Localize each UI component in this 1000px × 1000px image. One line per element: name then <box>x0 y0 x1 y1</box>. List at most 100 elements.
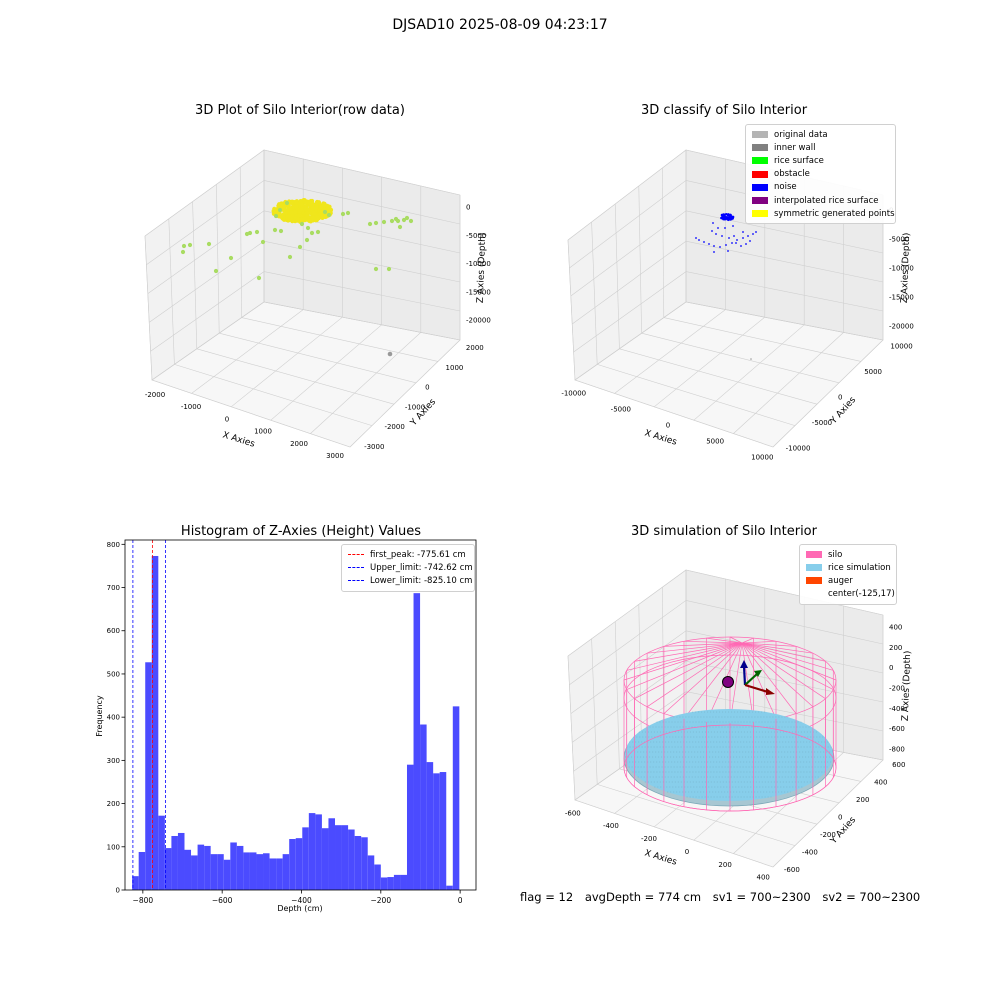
histogram-bar <box>204 845 211 890</box>
data-point <box>713 245 715 247</box>
legend-label: rice surface <box>774 155 824 166</box>
x-tick-label: −800 <box>133 896 154 905</box>
z-tick-label: -20000 <box>889 323 914 331</box>
histogram-bar <box>335 825 342 890</box>
data-point <box>381 219 387 225</box>
histogram-bar <box>413 593 421 890</box>
data-point <box>386 266 392 272</box>
data-point <box>278 228 284 234</box>
x-tick-label: −600 <box>212 896 233 905</box>
data-point <box>284 200 290 206</box>
y-tick-label: 200 <box>107 800 120 808</box>
histogram-bar <box>243 852 250 890</box>
footer-flag: flag = 12 <box>520 890 574 904</box>
histogram-bar <box>420 724 427 890</box>
legend-label: center(-125,17) <box>828 589 895 600</box>
classify-3d-plot: -10000 -5000 0 5000 10000 10000 5000 0 -5000 -10… <box>561 149 914 461</box>
x-tick-label: -600 <box>565 809 581 817</box>
data-point <box>712 222 714 224</box>
y-tick-label: 500 <box>107 670 120 678</box>
legend-label: inner wall <box>774 142 816 153</box>
silo-roof-line <box>646 642 743 708</box>
data-point <box>322 209 328 215</box>
legend-label: obstacle <box>774 169 810 180</box>
silo-roof-line <box>741 642 837 681</box>
data-point <box>397 224 403 230</box>
legend-entry: noise <box>752 181 889 194</box>
legend-entry: Upper_limit: -742.62 cm <box>348 561 473 574</box>
legend-entry: silo <box>806 548 890 561</box>
x-tick-label: -10000 <box>561 390 586 398</box>
y-tick-label: -200 <box>820 831 836 839</box>
silo-roof-line <box>741 642 834 671</box>
data-point <box>311 215 316 220</box>
x-tick-label: 400 <box>757 874 770 882</box>
histogram-bar <box>315 814 322 890</box>
data-point <box>282 203 287 208</box>
legend-label: noise <box>774 182 797 193</box>
raw-xlabel: X Axies <box>221 430 256 449</box>
data-point <box>742 231 744 233</box>
simulation-zlabel: Z Axies (Depth) <box>901 651 913 722</box>
histogram-chart: −800 −600 −400 −200 0 0 100 200 300 400 500 600 700… <box>95 539 477 913</box>
legend-label: Upper_limit: -742.62 cm <box>370 562 473 573</box>
legend-label: symmetric generated points <box>774 208 895 219</box>
legend-swatch <box>806 591 822 598</box>
legend-label: first_peak: -775.61 cm <box>370 549 466 560</box>
simulation-xlabel: X Axies <box>643 848 678 867</box>
y-tick-label: 0 <box>838 814 842 822</box>
y-tick-label: 400 <box>874 778 887 786</box>
silo-roof-line <box>741 642 777 719</box>
data-point <box>299 202 304 207</box>
data-point <box>404 215 410 221</box>
data-point <box>297 213 302 218</box>
auger-marker <box>722 660 775 695</box>
y-tick-label: -400 <box>802 849 818 857</box>
data-point <box>725 244 727 246</box>
classify-xlabel: X Axies <box>643 428 678 447</box>
data-point <box>256 275 262 281</box>
y-tick-label: -1000 <box>405 403 425 411</box>
data-point <box>708 243 710 245</box>
x-tick-label: -200 <box>641 835 657 843</box>
simulation-plot-title: 3D simulation of Silo Interior <box>631 524 817 539</box>
y-tick-label: -3000 <box>364 443 384 451</box>
legend-entry: rice simulation <box>806 561 891 574</box>
histogram-bar <box>145 662 152 890</box>
data-point <box>314 205 319 210</box>
y-tick-label: 700 <box>107 584 120 592</box>
data-point <box>698 239 700 241</box>
data-point <box>345 210 351 216</box>
data-point <box>294 200 299 205</box>
data-point <box>289 210 294 215</box>
legend-swatch <box>752 131 768 139</box>
histogram-bar <box>380 877 388 890</box>
data-point <box>287 217 292 223</box>
data-point <box>247 230 253 236</box>
y-tick-label: 1000 <box>446 364 464 372</box>
silo-roof-line <box>741 642 826 699</box>
data-point <box>735 242 737 244</box>
data-point <box>306 200 312 205</box>
x-tick-label: 0 <box>458 896 463 905</box>
y-tick-label: 600 <box>892 761 905 769</box>
x-tick-label: -1000 <box>181 403 201 411</box>
z-tick-label: -600 <box>889 725 905 733</box>
x-tick-label: 3000 <box>326 452 344 460</box>
rice-surface <box>625 709 833 801</box>
y-tick-label: 5000 <box>864 368 882 376</box>
data-point <box>314 202 319 207</box>
data-point <box>294 204 299 209</box>
x-tick-label: -5000 <box>611 406 631 414</box>
footer-stats: flag = 12 avgDepth = 774 cm sv1 = 700~23… <box>520 890 928 904</box>
histogram-axes-frame <box>124 539 477 891</box>
footer-sv1: sv1 = 700~2300 <box>712 890 811 904</box>
silo-roof-line <box>623 642 743 681</box>
y-tick-label: -10000 <box>786 444 811 452</box>
y-tick-label: -5000 <box>812 419 832 427</box>
histogram-bar <box>249 852 257 890</box>
histogram-bar <box>452 706 460 890</box>
histogram-xlabel: Depth (cm) <box>277 904 322 913</box>
z-tick-label: -5000 <box>466 232 486 240</box>
y-tick-label: 600 <box>107 627 120 635</box>
